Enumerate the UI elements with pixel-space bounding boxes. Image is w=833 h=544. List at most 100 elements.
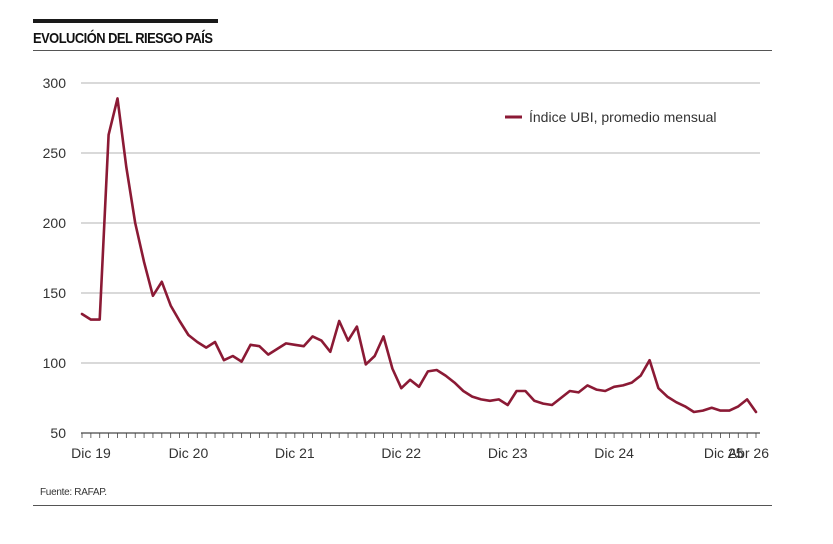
data-point [551,404,553,406]
data-point [400,387,403,390]
x-tick-label: Dic 19 [71,445,111,461]
data-point [107,134,110,136]
y-axis-tick-labels: 50 100 150 200 250 300 [43,75,67,441]
y-tick-label: 200 [43,215,67,231]
data-point [347,339,349,342]
x-tick-label: Dic 22 [381,445,421,461]
data-point [560,397,562,399]
title-divider [33,50,772,51]
y-tick-label: 100 [43,355,67,371]
data-point [276,348,278,350]
data-point [542,402,544,405]
data-point [631,381,633,384]
x-tick-label: Dic 21 [275,445,315,461]
data-point [302,345,305,348]
data-point [435,369,438,371]
y-tick-label: 250 [43,145,67,161]
data-point [702,409,704,412]
data-point [205,346,207,349]
data-point [320,339,323,342]
data-point [613,386,615,388]
data-point [471,395,474,398]
data-point [675,401,677,404]
series-line-0 [80,97,758,414]
data-point [489,400,491,402]
data-point [285,342,287,345]
data-point [143,261,145,264]
data-point [232,355,234,357]
data-point [249,344,252,346]
data-point [81,313,83,315]
x-tick-label: Dic 25 [704,445,744,461]
data-point [577,391,580,394]
data-point [98,318,101,321]
data-point [382,335,385,338]
data-point [719,409,722,412]
legend: Índice UBI, promedio mensual [505,109,717,125]
data-point [258,345,261,348]
data-point [604,390,606,392]
data-point [169,304,172,307]
data-point [178,320,181,322]
data-point [365,363,367,366]
y-tick-label: 50 [50,425,66,441]
data-point [755,411,757,413]
data-point [533,400,536,402]
data-point [586,384,589,387]
legend-label-indice-ubi: Índice UBI, promedio mensual [529,109,717,125]
y-tick-label: 300 [43,75,67,91]
data-point [453,381,456,384]
data-point [161,281,163,283]
data-point [356,325,358,328]
data-point [480,398,482,401]
x-tick-label: Dic 23 [488,445,528,461]
data-point [506,404,509,406]
data-point [728,409,731,412]
data-point [409,379,411,381]
data-point [498,398,500,401]
data-point [311,335,314,338]
data-point [267,353,270,356]
data-point [639,374,642,377]
data-point [427,370,429,373]
data-point [666,395,669,398]
data-point [657,387,660,390]
data-point [294,344,296,346]
data-point [240,360,243,363]
x-tick-label: Dic 20 [169,445,209,461]
data-point [524,390,527,392]
grid-lines [81,82,760,364]
series-layer [80,97,758,414]
data-point [418,386,420,388]
data-point [693,411,695,413]
data-point [187,334,190,336]
data-point [737,405,740,408]
data-point [462,390,465,392]
data-point [746,398,748,401]
data-point [116,97,119,100]
data-point [648,359,651,362]
data-point [684,405,686,408]
source-note: Fuente: RAFAP. [40,487,107,498]
data-point [373,355,376,357]
data-point [338,320,341,322]
data-point [214,341,216,343]
data-point [196,341,199,343]
data-point [444,374,447,377]
x-tick-label: Abr 26 [728,445,769,461]
data-point [134,222,136,224]
data-point [515,390,518,392]
top-accent-rule [33,19,218,23]
x-axis-tick-labels: Dic 19 Dic 20 Dic 21 Dic 22 Dic 23 Dic 24 Dic … [71,445,769,461]
data-point [710,407,713,409]
y-tick-label: 150 [43,285,67,301]
chart-title: EVOLUCIÓN DEL RIESGO PAÍS [33,30,213,47]
data-point [595,388,598,391]
data-point [391,367,394,370]
data-point [125,166,128,168]
data-point [90,318,92,321]
data-point [622,384,624,387]
data-point [569,390,571,392]
data-point [152,295,154,297]
